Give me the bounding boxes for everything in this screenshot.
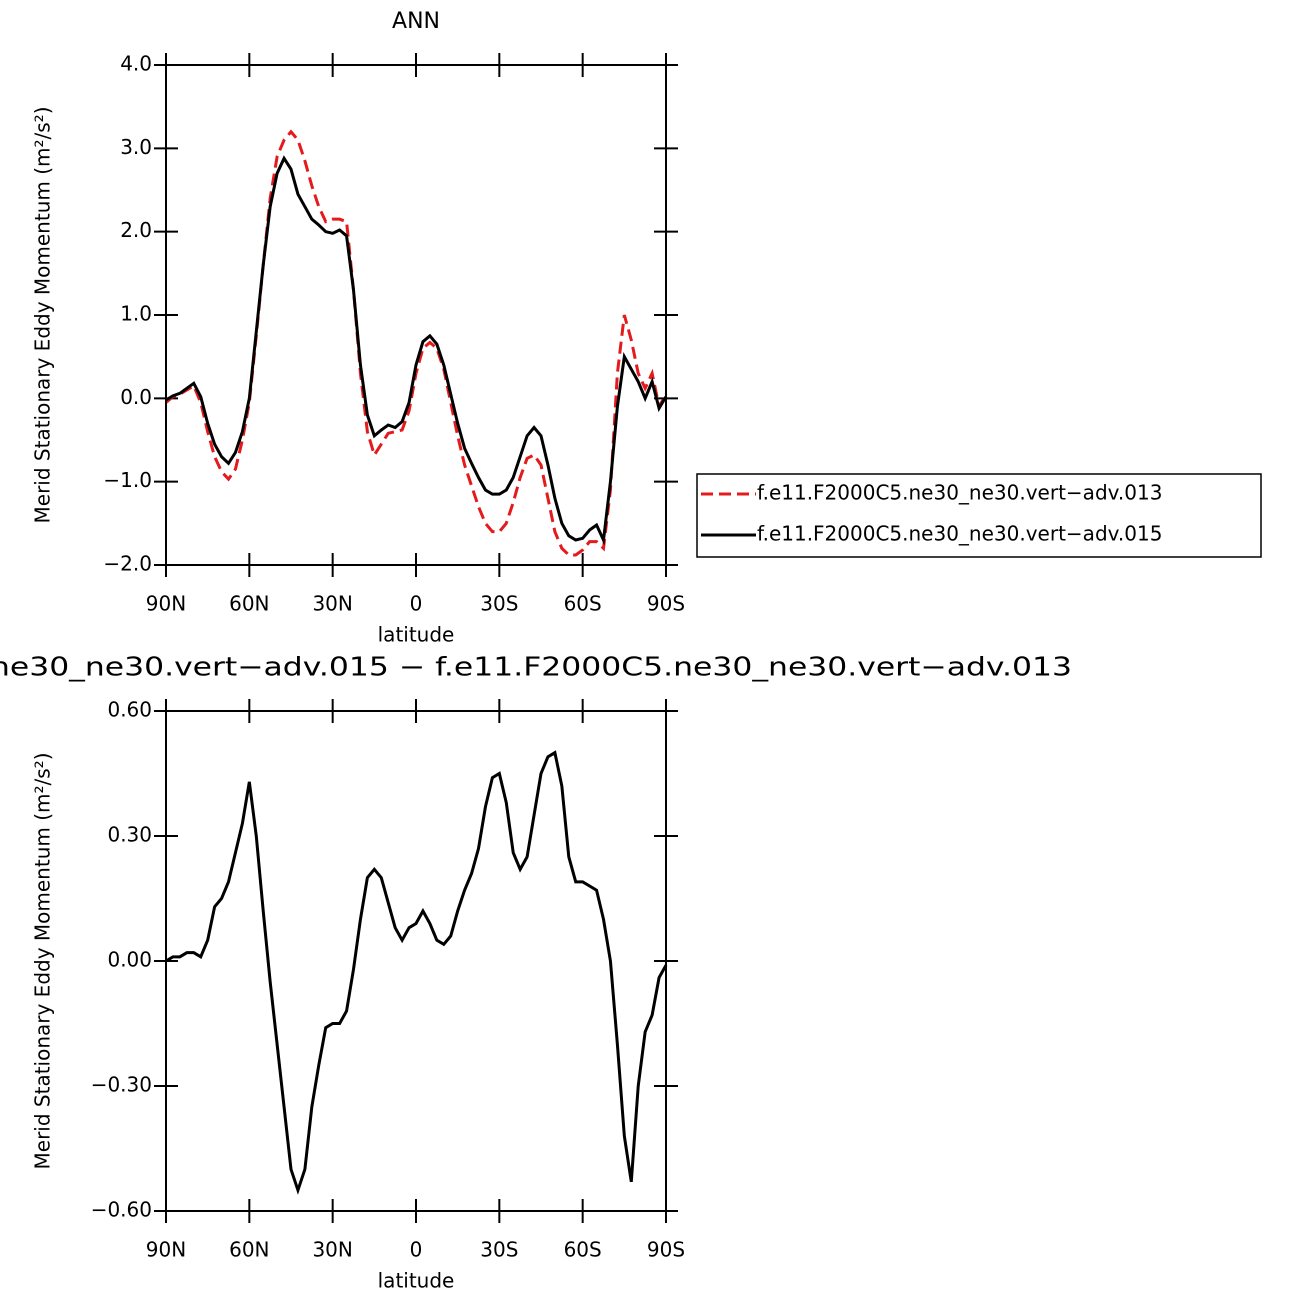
x-tick-label: 30N	[312, 1238, 352, 1262]
legend-box	[696, 473, 1262, 558]
x-tick-label: 60S	[564, 592, 602, 616]
plot-frame	[165, 710, 667, 1212]
series-line	[165, 750, 668, 1195]
x-tick-label: 90N	[146, 592, 186, 616]
series-line	[165, 129, 668, 557]
y-tick-label: 0.00	[107, 948, 152, 972]
x-tick-label: 60N	[229, 592, 269, 616]
y-tick-label: −1.0	[103, 468, 152, 492]
y-tick-label: −0.60	[91, 1198, 152, 1222]
x-tick-label: 60S	[564, 1238, 602, 1262]
chart-title: ANN	[392, 9, 440, 34]
x-tick-label: 90S	[647, 1238, 685, 1262]
y-tick-label: −2.0	[103, 552, 152, 576]
y-tick-label: 0.30	[107, 823, 152, 847]
y-tick-label: 2.0	[120, 218, 152, 242]
x-tick-label: 90S	[647, 592, 685, 616]
y-axis-label: Merid Stationary Eddy Momentum (m²/s²)	[31, 107, 55, 524]
x-tick-label: 0	[410, 592, 423, 616]
y-tick-label: 4.0	[120, 52, 152, 76]
x-tick-label: 30N	[312, 592, 352, 616]
chart-title: f.e11.F2000C5.ne30_ne30.vert−adv.015 − f…	[0, 653, 1072, 683]
legend-label: f.e11.F2000C5.ne30_ne30.vert−adv.013	[757, 481, 1162, 505]
y-tick-label: 0.60	[107, 698, 152, 722]
y-tick-label: 1.0	[120, 302, 152, 326]
x-tick-label: 90N	[146, 1238, 186, 1262]
x-axis-label: latitude	[378, 1269, 455, 1293]
y-tick-label: 0.0	[120, 385, 152, 409]
x-tick-label: 0	[410, 1238, 423, 1262]
x-tick-label: 30S	[480, 1238, 518, 1262]
y-tick-label: −0.30	[91, 1073, 152, 1097]
y-tick-label: 3.0	[120, 135, 152, 159]
plot-frame	[165, 64, 667, 566]
x-tick-label: 30S	[480, 592, 518, 616]
y-axis-label: Merid Stationary Eddy Momentum (m²/s²)	[31, 753, 55, 1170]
x-tick-label: 60N	[229, 1238, 269, 1262]
x-axis-label: latitude	[378, 623, 455, 647]
series-line	[165, 155, 668, 546]
legend-label: f.e11.F2000C5.ne30_ne30.vert−adv.015	[757, 522, 1162, 546]
